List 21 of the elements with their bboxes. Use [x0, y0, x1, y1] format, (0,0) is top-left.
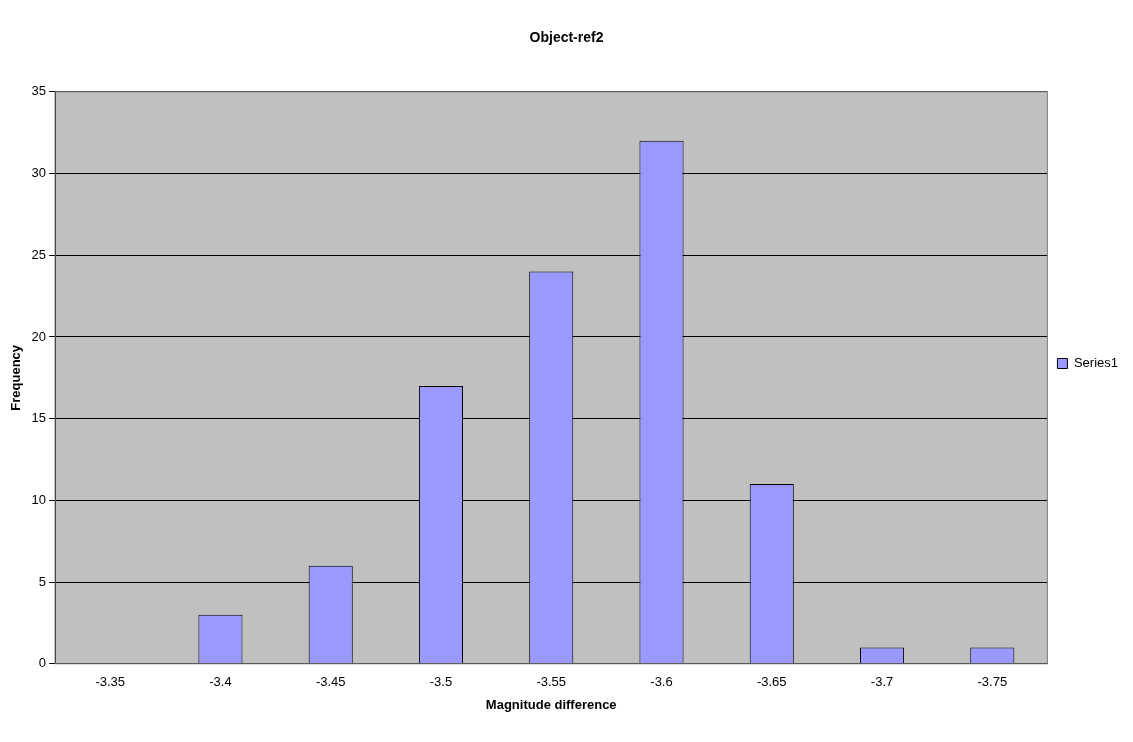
- x-axis-title: Magnitude difference: [485, 696, 617, 712]
- x-tick-label: -3.55: [536, 674, 567, 690]
- x-tick-label: -3.5: [429, 674, 453, 690]
- x-tick-label: -3.7: [870, 674, 894, 690]
- legend-label: Series1: [1073, 355, 1118, 371]
- y-tick-label: 30: [31, 165, 47, 181]
- y-tick-label: 20: [31, 328, 47, 344]
- y-tick-label: 5: [38, 573, 47, 589]
- y-tick-label: 25: [31, 246, 47, 262]
- x-tick-label: -3.4: [209, 674, 232, 690]
- y-tick-label: 0: [38, 655, 47, 671]
- x-tick-label: -3.35: [95, 674, 126, 690]
- y-tick-label: 10: [31, 491, 47, 507]
- x-tick-label: -3.65: [756, 674, 787, 690]
- y-tick-label: 35: [31, 83, 47, 99]
- x-tick-label: -3.45: [315, 674, 346, 690]
- y-axis-title: Frequency: [8, 344, 24, 411]
- x-tick-label: -3.75: [977, 674, 1008, 690]
- y-tick-label: 15: [31, 410, 47, 426]
- x-tick-label: -3.6: [650, 674, 673, 690]
- chart-title: Object-ref2: [529, 29, 604, 46]
